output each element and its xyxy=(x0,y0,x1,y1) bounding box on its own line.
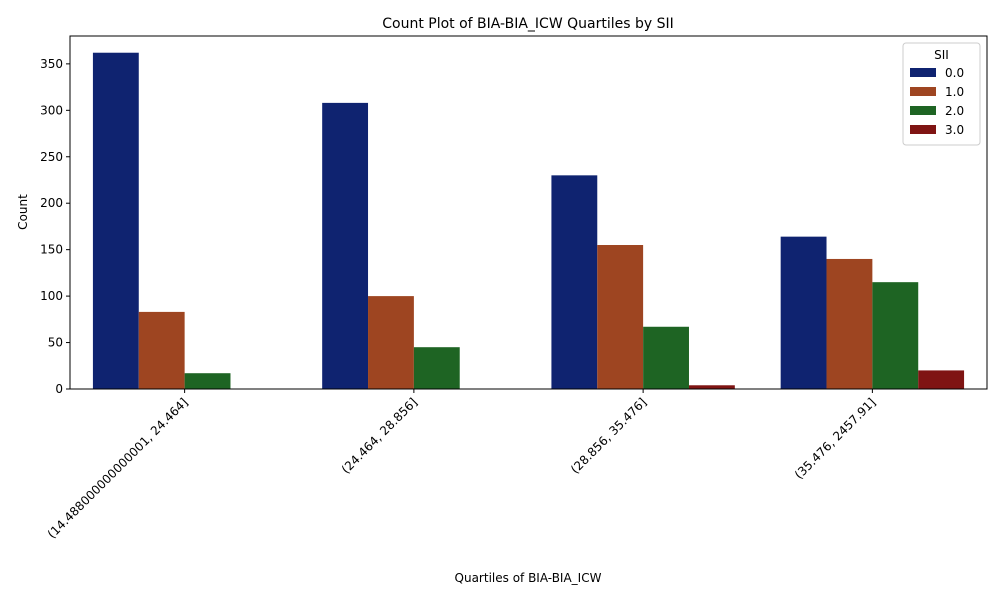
bar-1-series-2 xyxy=(138,311,185,389)
legend-label-2: 1.0 xyxy=(945,85,964,99)
bar-3-series-1 xyxy=(551,175,598,389)
legend-label-3: 2.0 xyxy=(945,104,964,118)
y-tick-label-7: 300 xyxy=(40,103,63,117)
bar-1-series-1 xyxy=(92,52,139,389)
y-tick-label-3: 100 xyxy=(40,289,63,303)
legend-title: SII xyxy=(934,48,949,62)
y-tick-label-6: 250 xyxy=(40,150,63,164)
bar-2-series-3 xyxy=(413,347,460,389)
bar-4-series-1 xyxy=(780,236,827,389)
legend-label-4: 3.0 xyxy=(945,123,964,137)
y-tick-label-4: 150 xyxy=(40,243,63,257)
x-axis-label: Quartiles of BIA-BIA_ICW xyxy=(455,571,602,585)
y-axis: 0 50 100 150 200 250 300 350 xyxy=(40,57,70,396)
legend-swatch-4 xyxy=(910,125,936,134)
y-axis-label: Count xyxy=(16,194,30,230)
bar-4-series-2 xyxy=(826,258,873,389)
bar-3-series-4 xyxy=(688,385,735,389)
bar-3-series-3 xyxy=(643,326,689,389)
bar-1-series-3 xyxy=(184,373,231,389)
y-tick-label-1: 0 xyxy=(55,382,63,396)
y-tick-label-5: 200 xyxy=(40,196,63,210)
y-tick-label-8: 350 xyxy=(40,57,63,71)
plot-frame xyxy=(69,35,988,390)
y-tick-label-2: 50 xyxy=(48,336,63,350)
bar-3-series-2 xyxy=(597,245,644,389)
bars-group xyxy=(92,52,965,389)
bar-4-series-4 xyxy=(918,370,965,389)
bar-2-series-1 xyxy=(322,102,369,389)
legend-label-1: 0.0 xyxy=(945,66,964,80)
legend: SII 0.0 1.0 2.0 3.0 xyxy=(902,42,981,146)
chart-title: Count Plot of BIA-BIA_ICW Quartiles by S… xyxy=(382,16,674,32)
bar-4-series-3 xyxy=(872,282,919,389)
legend-swatch-3 xyxy=(910,106,936,115)
legend-swatch-2 xyxy=(910,87,936,96)
legend-swatch-1 xyxy=(910,68,936,77)
bar-2-series-2 xyxy=(368,296,414,389)
